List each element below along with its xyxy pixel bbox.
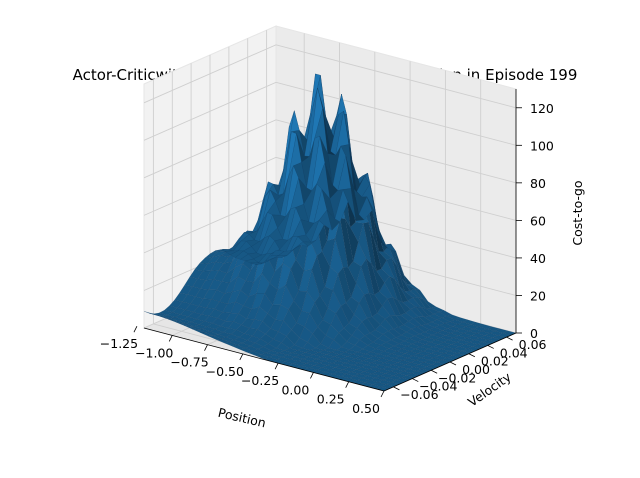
x-axis-ticks: −1.25−1.00−0.75−0.50−0.250.00 0.25 0.50 <box>100 325 385 416</box>
z-tick-label: 0 <box>530 326 538 341</box>
x-tick-mark <box>204 344 208 351</box>
surface-patch <box>294 241 309 249</box>
grid-line-z <box>143 156 517 221</box>
surface-patch <box>382 243 397 252</box>
surface-patch <box>486 326 501 332</box>
y-tick-mark <box>487 345 494 349</box>
surface-patch <box>406 284 421 291</box>
y-tick-mark <box>506 336 513 341</box>
z-tick-label: 120 <box>530 101 554 116</box>
grid-line-z <box>143 81 517 146</box>
z-tick-label: 40 <box>530 251 546 266</box>
x-tick-label: 0.00 <box>281 382 309 397</box>
grid-line-z <box>143 44 517 109</box>
surface-patch <box>398 262 413 285</box>
x-tick-label: −0.25 <box>241 373 279 388</box>
axes-3d: −1.25−1.00−0.75−0.50−0.250.000.250.50 −0… <box>100 25 554 416</box>
y-tick-mark <box>449 361 457 366</box>
x-tick-mark <box>239 353 244 361</box>
x-tick-mark <box>274 363 279 370</box>
x-tick-mark <box>168 335 173 342</box>
x-tick-label: −0.75 <box>170 355 208 370</box>
z-axis-label: Cost-to-go <box>570 180 585 245</box>
y-tick-mark <box>393 386 400 391</box>
z-tick-label: 80 <box>530 176 546 191</box>
y-tick-mark <box>468 353 476 358</box>
x-tick-label: 0.50 <box>352 401 380 416</box>
y-tick-label: 0.04 <box>500 345 528 360</box>
y-tick-label: −0.02 <box>438 370 476 385</box>
surface-patch <box>414 288 429 302</box>
y-axis-ticks: −0.06−0.04−0.020.000.020.040.06 <box>393 336 547 402</box>
x-tick-label: 0.25 <box>317 392 345 407</box>
y-tick-label: −0.04 <box>419 379 457 394</box>
x-tick-label: −1.00 <box>135 345 173 360</box>
grid-line-z <box>143 119 517 184</box>
surface-patch <box>270 249 285 257</box>
y-tick-label: 0.02 <box>481 354 509 369</box>
x-tick-label: −1.25 <box>100 336 138 351</box>
x-axis-line <box>143 327 385 392</box>
x-tick-label: −0.50 <box>206 364 244 379</box>
x-tick-mark <box>345 381 350 388</box>
surface-plot <box>143 73 517 392</box>
x-tick-mark <box>310 372 314 379</box>
z-tick-label: 60 <box>530 213 546 228</box>
surface-patch <box>422 299 437 309</box>
y-tick-mark <box>430 369 438 374</box>
y-tick-label: −0.06 <box>400 387 438 402</box>
surface-patch <box>310 220 325 243</box>
z-tick-label: 20 <box>530 288 546 303</box>
x-tick-mark <box>133 325 138 333</box>
x-tick-mark <box>380 390 385 398</box>
y-tick-label: 0.00 <box>462 362 490 377</box>
z-tick-label: 100 <box>530 138 554 153</box>
y-tick-label: 0.06 <box>519 337 547 352</box>
y-tick-mark <box>412 378 419 382</box>
z-axis-ticks: 0 20 40 60 80 100 120 <box>516 101 554 341</box>
